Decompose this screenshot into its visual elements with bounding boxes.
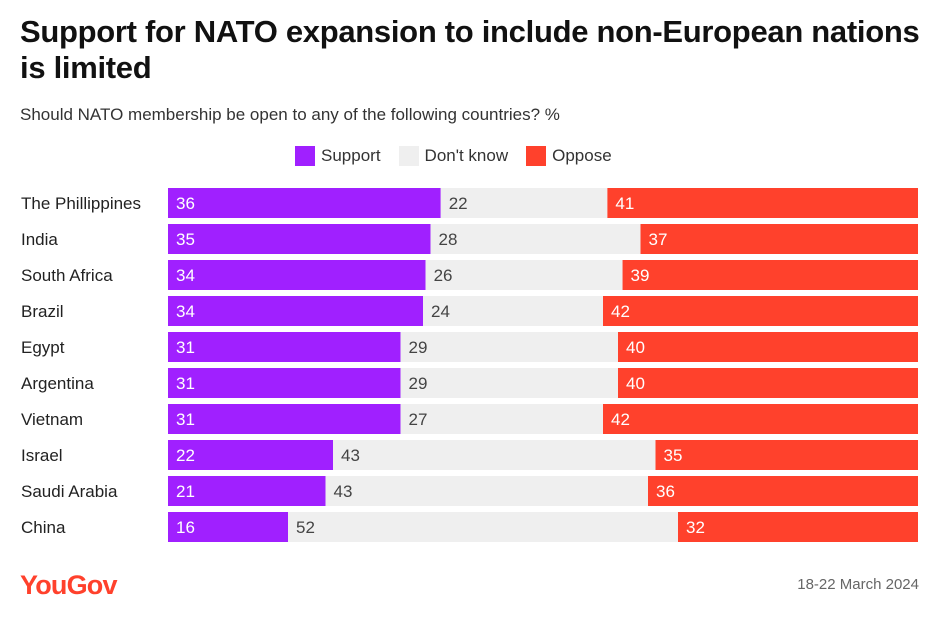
value-label-don-t-know-the-phillippines: 22 (449, 194, 468, 213)
yougov-logo: YouGov (20, 570, 118, 600)
bar-oppose-vietnam (603, 404, 918, 434)
category-label-vietnam: Vietnam (21, 410, 83, 429)
value-label-oppose-vietnam: 42 (611, 410, 630, 429)
bar-oppose-egypt (618, 332, 918, 362)
category-label-south-africa: South Africa (21, 266, 113, 285)
stacked-bar-chart: The Phillippines 36 22 41 India 35 28 37 South A… (21, 188, 918, 542)
bar-support-argentina (168, 368, 401, 398)
value-label-support-india: 35 (176, 230, 195, 249)
value-label-don-t-know-south-africa: 26 (434, 266, 453, 285)
legend-item-dont-know: Don't know (398, 146, 509, 166)
bar-support-china (168, 512, 288, 542)
bar-oppose-saudi-arabia (648, 476, 918, 506)
value-label-support-egypt: 31 (176, 338, 195, 357)
bar-oppose-china (678, 512, 918, 542)
survey-date: 18-22 March 2024 (797, 576, 919, 593)
value-label-support-vietnam: 31 (176, 410, 195, 429)
value-label-oppose-egypt: 40 (626, 338, 645, 357)
value-label-don-t-know-brazil: 24 (431, 302, 450, 321)
category-label-argentina: Argentina (21, 374, 94, 393)
category-label-india: India (21, 230, 58, 249)
bar-support-egypt (168, 332, 401, 362)
category-label-egypt: Egypt (21, 338, 65, 357)
value-label-don-t-know-vietnam: 27 (409, 410, 428, 429)
value-label-oppose-saudi-arabia: 36 (656, 482, 675, 501)
bar-don-t-know-israel (333, 440, 656, 470)
value-label-oppose-brazil: 42 (611, 302, 630, 321)
value-label-oppose-the-phillippines: 41 (615, 194, 634, 213)
legend: Support Don't know Oppose (295, 146, 630, 166)
value-label-support-israel: 22 (176, 446, 195, 465)
bar-don-t-know-argentina (400, 368, 618, 398)
bar-don-t-know-south-africa (425, 260, 623, 290)
bar-oppose-brazil (603, 296, 918, 326)
chart-title: Support for NATO expansion to include no… (20, 14, 920, 85)
value-label-support-saudi-arabia: 21 (176, 482, 195, 501)
value-label-support-china: 16 (176, 518, 195, 537)
value-label-support-the-phillippines: 36 (176, 194, 195, 213)
legend-swatch-oppose (526, 146, 547, 166)
category-label-china: China (21, 518, 66, 537)
bar-support-brazil (168, 296, 423, 326)
category-label-israel: Israel (21, 446, 63, 465)
legend-item-support: Support (295, 146, 381, 166)
bar-oppose-the-phillippines (607, 188, 918, 218)
bar-support-the-phillippines (168, 188, 441, 218)
legend-swatch-support (295, 146, 315, 166)
value-label-support-brazil: 34 (176, 302, 195, 321)
legend-item-oppose: Oppose (526, 146, 612, 166)
value-label-oppose-argentina: 40 (626, 374, 645, 393)
value-label-support-south-africa: 34 (176, 266, 195, 285)
bar-don-t-know-china (288, 512, 678, 542)
category-label-the-phillippines: The Phillippines (21, 194, 141, 213)
bar-don-t-know-india (430, 224, 641, 254)
bar-oppose-south-africa (622, 260, 918, 290)
bar-don-t-know-brazil (423, 296, 603, 326)
bar-oppose-israel (655, 440, 918, 470)
value-label-don-t-know-saudi-arabia: 43 (334, 482, 353, 501)
bar-don-t-know-vietnam (400, 404, 603, 434)
bar-support-india (168, 224, 431, 254)
value-label-don-t-know-egypt: 29 (409, 338, 428, 357)
value-label-support-argentina: 31 (176, 374, 195, 393)
value-label-oppose-israel: 35 (664, 446, 683, 465)
value-label-don-t-know-argentina: 29 (409, 374, 428, 393)
category-label-brazil: Brazil (21, 302, 64, 321)
legend-label-oppose: Oppose (552, 146, 612, 165)
bar-don-t-know-egypt (400, 332, 618, 362)
value-label-don-t-know-india: 28 (439, 230, 458, 249)
bar-oppose-argentina (618, 368, 918, 398)
bar-support-saudi-arabia (168, 476, 326, 506)
value-label-oppose-south-africa: 39 (631, 266, 650, 285)
value-label-oppose-china: 32 (686, 518, 705, 537)
legend-label-dont-know: Don't know (424, 146, 509, 165)
bar-don-t-know-saudi-arabia (325, 476, 648, 506)
category-label-saudi-arabia: Saudi Arabia (21, 482, 118, 501)
bar-don-t-know-the-phillippines (440, 188, 608, 218)
bar-support-israel (168, 440, 333, 470)
bar-support-south-africa (168, 260, 426, 290)
chart-subtitle: Should NATO membership be open to any of… (20, 105, 560, 124)
value-label-oppose-india: 37 (649, 230, 668, 249)
value-label-don-t-know-china: 52 (296, 518, 315, 537)
value-label-don-t-know-israel: 43 (341, 446, 360, 465)
bar-oppose-india (640, 224, 918, 254)
bar-support-vietnam (168, 404, 401, 434)
legend-label-support: Support (321, 146, 381, 165)
legend-swatch-dont-know (398, 146, 419, 166)
